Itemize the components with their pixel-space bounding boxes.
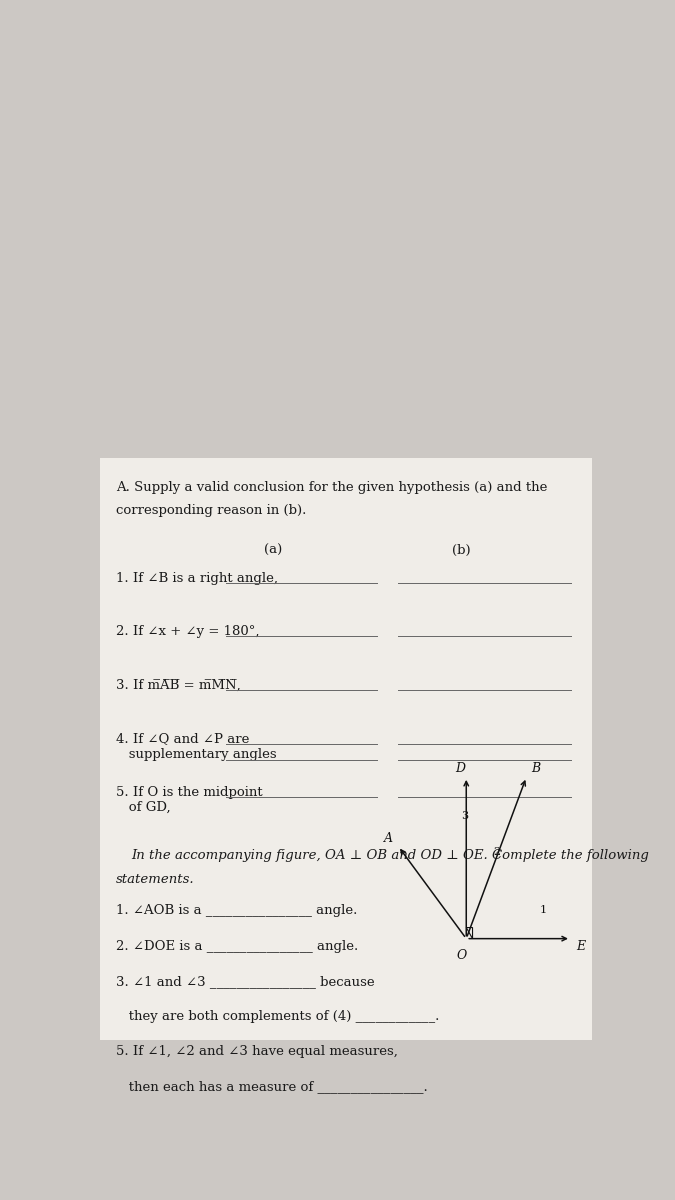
Text: (a): (a) bbox=[263, 544, 282, 557]
Text: (b): (b) bbox=[452, 544, 470, 557]
Text: 5. If ∠1, ∠2 and ∠3 have equal measures,: 5. If ∠1, ∠2 and ∠3 have equal measures, bbox=[116, 1045, 398, 1058]
Text: corresponding reason in (b).: corresponding reason in (b). bbox=[116, 504, 306, 517]
Text: B: B bbox=[532, 762, 541, 775]
Text: E: E bbox=[576, 940, 585, 953]
Text: In the accompanying figure, OA ⊥ OB and OD ⊥ OE. Complete the following: In the accompanying figure, OA ⊥ OB and … bbox=[132, 850, 649, 862]
Text: 1. If ∠B is a right angle,: 1. If ∠B is a right angle, bbox=[116, 572, 278, 584]
Text: A. Supply a valid conclusion for the given hypothesis (a) and the: A. Supply a valid conclusion for the giv… bbox=[116, 481, 547, 494]
Text: statements.: statements. bbox=[116, 874, 194, 886]
Text: O: O bbox=[457, 949, 467, 962]
FancyBboxPatch shape bbox=[100, 458, 592, 1040]
Text: they are both complements of (4) ____________.: they are both complements of (4) _______… bbox=[116, 1009, 439, 1022]
Text: 2. If ∠x + ∠y = 180°,: 2. If ∠x + ∠y = 180°, bbox=[116, 625, 259, 638]
Text: then each has a measure of ________________.: then each has a measure of _____________… bbox=[116, 1080, 427, 1093]
Text: A: A bbox=[383, 832, 393, 845]
Text: 1: 1 bbox=[539, 905, 547, 914]
Text: 3. ∠1 and ∠3 ________________ because: 3. ∠1 and ∠3 ________________ because bbox=[116, 974, 375, 988]
Text: 5. If O is the midpoint
   of GD,: 5. If O is the midpoint of GD, bbox=[116, 786, 263, 814]
Text: 3: 3 bbox=[461, 810, 468, 821]
Text: 2: 2 bbox=[493, 847, 501, 858]
Text: 1. ∠AOB is a ________________ angle.: 1. ∠AOB is a ________________ angle. bbox=[116, 905, 357, 918]
Text: 3. If m̅A̅B̅ = m̅M̅N̅,: 3. If m̅A̅B̅ = m̅M̅N̅, bbox=[116, 679, 240, 692]
Text: D: D bbox=[455, 762, 465, 775]
Text: 2. ∠DOE is a ________________ angle.: 2. ∠DOE is a ________________ angle. bbox=[116, 940, 358, 953]
Text: 4. If ∠Q and ∠P are
   supplementary angles: 4. If ∠Q and ∠P are supplementary angles bbox=[116, 732, 276, 761]
